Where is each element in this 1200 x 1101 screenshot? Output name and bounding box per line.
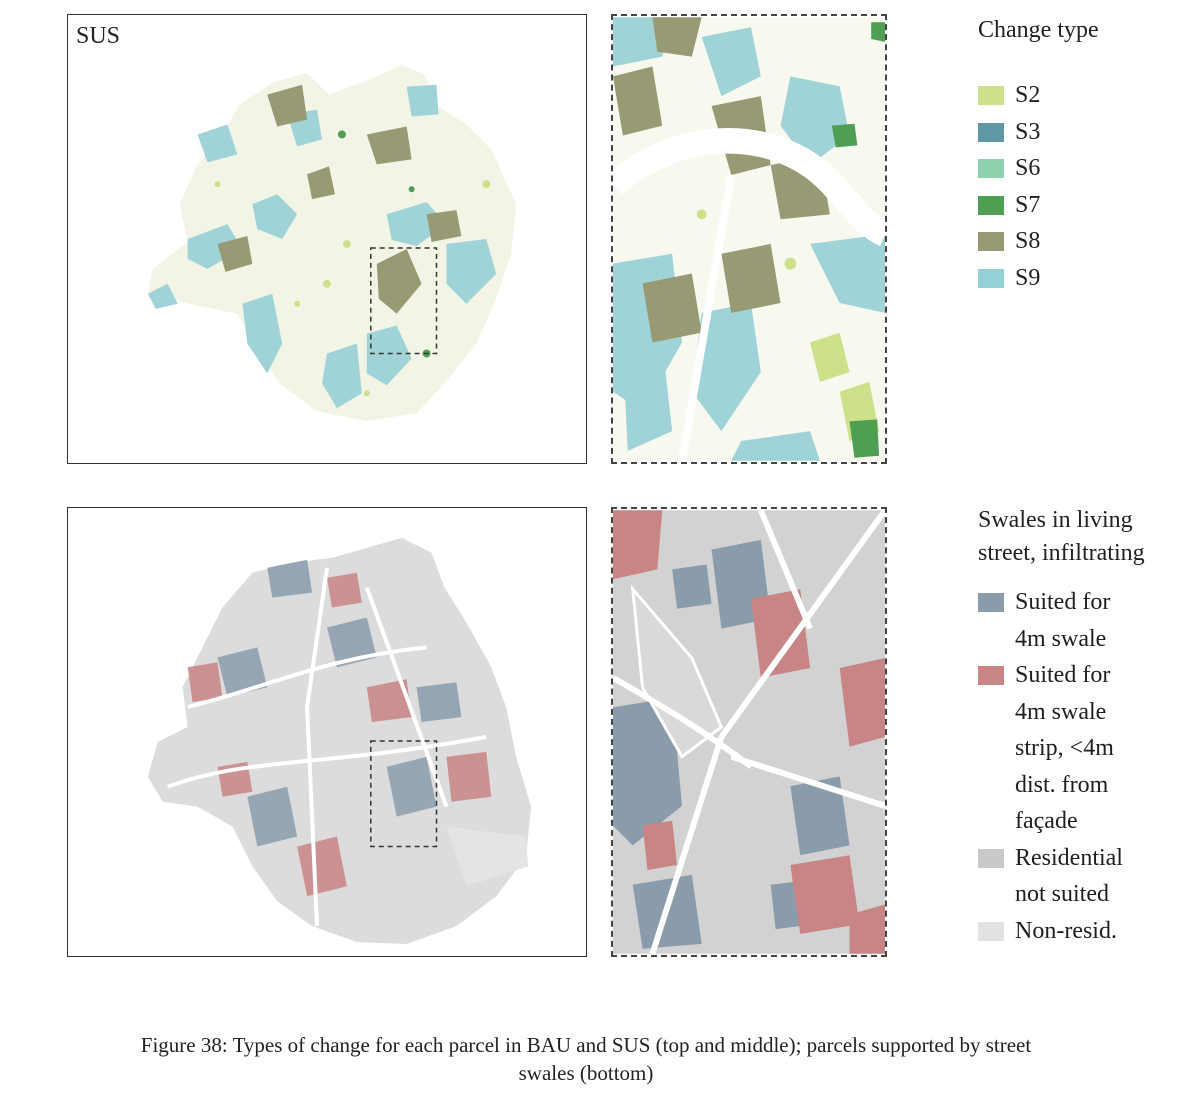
sus-overview-map: SUS [67,14,587,464]
swale-legend-item: Suited for 4m swale strip, <4m dist. from fa… [978,657,1145,840]
swale-zoom-map-graphic [613,509,885,955]
change-legend-item: S6 [978,150,1099,187]
legend-label-line: 4m swale [1015,625,1107,652]
swale-legend-title-line: Swales in living [978,507,1133,533]
legend-label-line: Suited for [1015,589,1111,615]
sus-overview-map-graphic [147,64,517,422]
caption-line: Figure 38: Types of change for each parc… [140,1033,1032,1057]
legend-label: Suited for 4m swale strip, <4m dist. from fa… [1015,657,1114,840]
change-legend-item: S9 [978,260,1099,297]
swale-legend: Swales in living street, infiltrating Su… [978,504,1145,949]
legend-swatch [978,122,1004,142]
legend-label-line: dist. from [1015,771,1109,798]
legend-label: Suited for 4m swale [1015,584,1110,657]
legend-label: S7 [1015,191,1041,218]
legend-label-line: façade [1015,808,1078,834]
change-legend-item: S2 [978,77,1099,114]
legend-swatch [978,848,1004,868]
change-type-legend-title: Change type [978,17,1099,43]
legend-label: S6 [1015,155,1041,181]
swale-legend-title-line: street, infiltrating [978,540,1145,566]
legend-label: Non-resid. [1015,913,1117,950]
legend-swatch [978,666,1004,685]
swale-legend-title: Swales in living street, infiltrating [978,504,1145,570]
sus-zoom-map [611,14,887,464]
legend-swatch [978,593,1004,612]
legend-swatch [978,195,1004,215]
swale-legend-item: Suited for 4m swale [978,584,1145,657]
legend-label-line: Non-resid. [1015,917,1117,944]
swale-legend-item: Non-resid. [978,913,1145,950]
change-legend-item: S7 [978,187,1099,224]
legend-label-line: strip, <4m [1015,735,1114,761]
legend-swatch [978,921,1004,941]
legend-label: S3 [1015,118,1041,145]
legend-swatch [978,86,1004,105]
change-legend-item: S8 [978,223,1099,260]
legend-swatch [978,232,1004,251]
legend-label: S2 [1015,82,1041,108]
swale-legend-items: Suited for 4m swale Suited for 4m swale stri… [978,584,1145,949]
caption-line: swales (bottom) [518,1061,654,1085]
legend-label-line: 4m swale [1015,698,1107,725]
figure-caption: Figure 38: Types of change for each parc… [30,1031,1142,1087]
sus-zoom-map-graphic [613,17,885,462]
legend-label-line: Suited for [1015,662,1111,688]
legend-label-line: not suited [1015,881,1109,907]
legend-label: S8 [1015,228,1041,254]
change-type-legend: Change type S2 S3 S6 S7 S8 S9 [978,14,1099,296]
swale-zoom-map [611,507,887,957]
change-legend-item: S3 [978,114,1099,151]
change-type-legend-items: S2 S3 S6 S7 S8 S9 [978,77,1099,296]
sus-label: SUS [76,23,121,49]
legend-label: Residential not suited [1015,840,1123,913]
swale-legend-item: Residential not suited [978,840,1145,913]
swale-overview-map [67,507,587,957]
legend-swatch [978,268,1004,288]
legend-label: S9 [1015,264,1041,291]
swale-overview-map-graphic [147,537,532,945]
legend-swatch [978,159,1004,178]
legend-label-line: Residential [1015,844,1123,871]
